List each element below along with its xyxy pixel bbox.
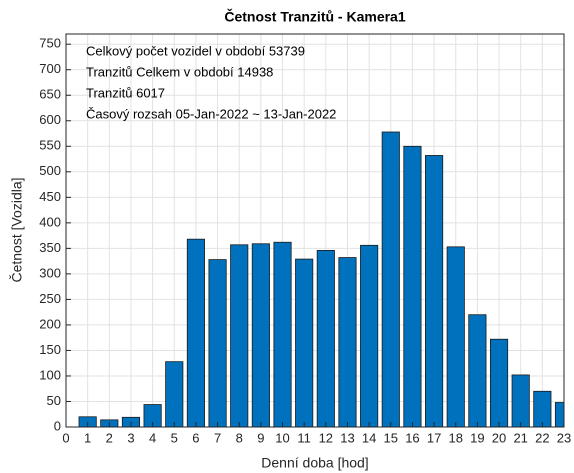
x-tick-label: 17: [427, 430, 441, 445]
y-tick-label: 600: [39, 112, 61, 127]
x-tick-label: 12: [319, 430, 333, 445]
chart-title: Četnost Tranzitů - Kamera1: [224, 8, 405, 25]
y-axis-label: Četnost [Vozidla]: [9, 177, 25, 282]
bar: [511, 374, 530, 427]
bar: [273, 241, 292, 427]
annotation: Celkový počet vozidel v období 53739: [86, 43, 305, 58]
x-tick-label: 5: [171, 430, 178, 445]
y-tick-label: 350: [39, 240, 61, 255]
x-tick-label: 21: [513, 430, 527, 445]
bar: [533, 390, 552, 427]
y-tick-label: 50: [47, 393, 61, 408]
axes-box: [65, 33, 565, 428]
bar: [165, 361, 184, 427]
x-tick-label: 7: [214, 430, 221, 445]
y-tick-label: 100: [39, 367, 61, 382]
bar: [230, 244, 249, 427]
y-tick-label: 750: [39, 36, 61, 51]
y-tick-label: 200: [39, 316, 61, 331]
x-tick-label: 20: [492, 430, 506, 445]
x-tick-label: 22: [535, 430, 549, 445]
bar: [338, 257, 357, 427]
y-tick-label: 0: [54, 418, 61, 433]
y-tick-label: 550: [39, 138, 61, 153]
ticks: 0501001502002503003504004505005506006507…: [39, 36, 571, 446]
bar: [295, 258, 314, 427]
annotation: Časový rozsah 05-Jan-2022 ~ 13-Jan-2022: [86, 106, 336, 121]
annotation: Tranzitů Celkem v období 14938: [86, 64, 273, 79]
x-tick-label: 2: [106, 430, 113, 445]
x-tick-label: 1: [84, 430, 91, 445]
x-tick-label: 13: [340, 430, 354, 445]
y-tick-label: 300: [39, 265, 61, 280]
bars: [78, 131, 564, 427]
annotation: Tranzitů 6017: [86, 85, 165, 100]
x-tick-label: 8: [236, 430, 243, 445]
y-tick-label: 700: [39, 61, 61, 76]
x-tick-label: 0: [62, 430, 69, 445]
bar: [446, 246, 465, 427]
bar: [208, 259, 227, 427]
x-tick-label: 3: [127, 430, 134, 445]
y-tick-label: 650: [39, 87, 61, 102]
bar: [468, 314, 487, 427]
x-axis-label: Denní doba [hod]: [261, 455, 368, 471]
x-tick-label: 6: [192, 430, 199, 445]
bar: [489, 338, 509, 427]
y-tick-label: 250: [39, 291, 61, 306]
y-tick-label: 400: [39, 214, 61, 229]
x-tick-label: 14: [362, 430, 376, 445]
x-tick-label: 4: [149, 430, 156, 445]
x-tick-label: 16: [405, 430, 419, 445]
y-tick-label: 150: [39, 342, 61, 357]
y-tick-label: 500: [39, 163, 61, 178]
bar: [316, 250, 335, 427]
bar: [251, 243, 270, 427]
x-tick-label: 19: [470, 430, 484, 445]
x-tick-label: 10: [275, 430, 289, 445]
x-tick-label: 15: [384, 430, 398, 445]
bar: [403, 145, 422, 427]
y-tick-label: 450: [39, 189, 61, 204]
bar: [186, 238, 205, 427]
bar: [360, 244, 379, 427]
bar: [381, 131, 400, 427]
x-tick-label: 18: [449, 430, 463, 445]
annotations: Celkový počet vozidel v období 53739 Tran…: [86, 43, 336, 121]
x-tick-label: 11: [297, 430, 311, 445]
x-tick-label: 9: [257, 430, 264, 445]
bar: [425, 155, 444, 427]
x-tick-label: 23: [557, 430, 571, 445]
